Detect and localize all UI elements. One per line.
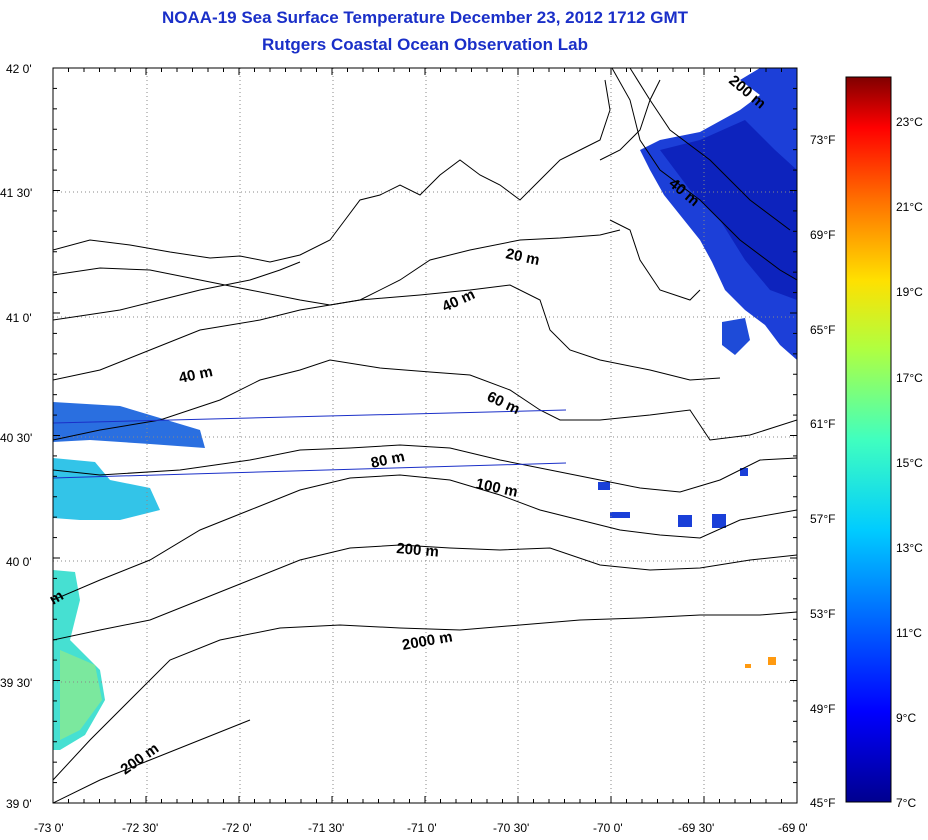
- lat-label-40: 40 0': [6, 555, 32, 569]
- lane-line-north: [53, 409, 567, 424]
- lon-label-70-30: -70 30': [493, 821, 529, 835]
- f-label-73: 73°F: [810, 133, 835, 147]
- sst-pixels-4: [712, 514, 726, 528]
- contour-shelf-east: [611, 68, 797, 281]
- c-label-23: 23°C: [896, 115, 923, 129]
- lon-label-72: -72 0': [222, 821, 252, 835]
- sst-pixels-warm-1: [768, 657, 776, 665]
- contour-label-80m: 80 m: [369, 448, 406, 472]
- contour-80m: [53, 444, 797, 493]
- lat-lon-grid: [53, 68, 797, 803]
- f-label-45: 45°F: [810, 796, 835, 810]
- contour-200m-south: [53, 719, 251, 803]
- sst-data-layer: [53, 68, 797, 750]
- f-label-69: 69°F: [810, 228, 835, 242]
- colorbar-fahrenheit-labels: 73°F 69°F 65°F 61°F 57°F 53°F 49°F 45°F: [810, 133, 835, 810]
- c-label-17: 17°C: [896, 371, 923, 385]
- f-label-53: 53°F: [810, 607, 835, 621]
- sst-pixels-5: [740, 468, 748, 476]
- map-ticks: [52, 67, 798, 804]
- lon-label-71: -71 0': [407, 821, 437, 835]
- lat-label-41-30: 41 30': [0, 186, 32, 200]
- contour-label-20m: 20 m: [504, 245, 541, 269]
- lat-axis-labels: 42 0' 41 30' 41 0' 40 30' 40 0' 39 30' 3…: [0, 62, 32, 811]
- contour-200m: [53, 544, 797, 641]
- c-label-9: 9°C: [896, 711, 916, 725]
- lat-label-41: 41 0': [6, 311, 32, 325]
- contour-2000m: [53, 611, 797, 781]
- map-title: NOAA-19 Sea Surface Temperature December…: [162, 8, 688, 27]
- sst-patch-west-cyan: [53, 458, 160, 520]
- sst-pixels-2: [610, 512, 630, 518]
- c-label-11: 11°C: [896, 626, 922, 640]
- lon-label-73: -73 0': [34, 821, 64, 835]
- sst-patch-southwest-green: [60, 650, 102, 740]
- colorbar-celsius-labels: 23°C 21°C 19°C 17°C 15°C 13°C 11°C 9°C 7…: [896, 115, 923, 810]
- sst-patch-northeast-deep: [660, 120, 797, 300]
- lane-line-south: [53, 462, 567, 479]
- c-label-21: 21°C: [896, 200, 923, 214]
- contour-label-2000m: 2000 m: [401, 628, 454, 654]
- sst-patch-cape: [722, 318, 750, 355]
- contour-label-200m: 200 m: [396, 540, 440, 561]
- contour-label-40m-a: 40 m: [440, 286, 478, 316]
- contour-label-200m-south: 200 m: [118, 740, 163, 778]
- f-label-61: 61°F: [810, 417, 835, 431]
- map-subtitle: Rutgers Coastal Ocean Observation Lab: [262, 35, 588, 54]
- contour-label-40m-b: 40 m: [177, 363, 214, 387]
- sst-pixels-3: [678, 515, 692, 527]
- lon-label-71-30: -71 30': [308, 821, 344, 835]
- coastline-connecticut: [53, 79, 611, 263]
- contour-label-100m: 100 m: [474, 475, 519, 500]
- f-label-65: 65°F: [810, 323, 835, 337]
- coastline-long-island: [53, 261, 301, 321]
- coastline-cape-cod: [599, 79, 701, 301]
- contour-100m: [53, 474, 797, 601]
- contour-label-60m: 60 m: [484, 388, 522, 418]
- lat-label-39: 39 0': [6, 797, 32, 811]
- bathymetry-contours: [53, 68, 797, 803]
- c-label-19: 19°C: [896, 285, 923, 299]
- colorbar: [845, 76, 892, 803]
- contour-shelf-east-2: [629, 68, 791, 231]
- lon-axis-labels: -73 0' -72 30' -72 0' -71 30' -71 0' -70…: [34, 821, 808, 835]
- lon-label-69-30: -69 30': [678, 821, 714, 835]
- c-label-7: 7°C: [896, 796, 916, 810]
- f-label-49: 49°F: [810, 702, 835, 716]
- sst-pixels-1: [598, 482, 610, 490]
- contour-40m-north: [53, 284, 721, 381]
- c-label-15: 15°C: [896, 456, 923, 470]
- lon-label-72-30: -72 30': [122, 821, 158, 835]
- lon-label-69: -69 0': [778, 821, 808, 835]
- c-label-13: 13°C: [896, 541, 923, 555]
- f-label-57: 57°F: [810, 512, 835, 526]
- lat-label-40-30: 40 30': [0, 431, 32, 445]
- lat-label-39-30: 39 30': [0, 676, 32, 690]
- contour-60m: [53, 359, 797, 441]
- sst-pixels-warm-2: [745, 664, 751, 668]
- lat-label-42: 42 0': [6, 62, 32, 76]
- lon-label-70: -70 0': [593, 821, 623, 835]
